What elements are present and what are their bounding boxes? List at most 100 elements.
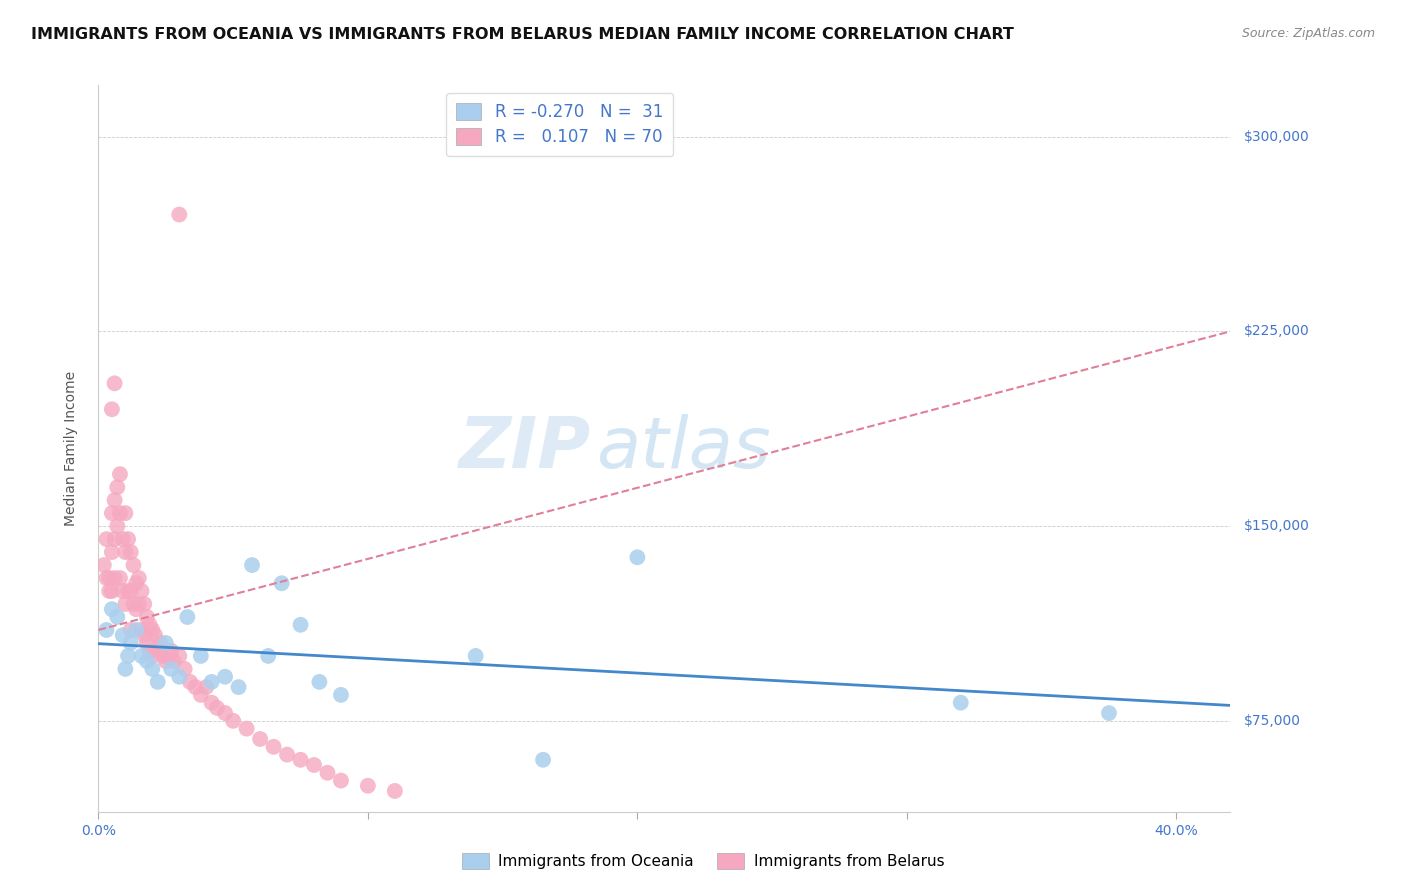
Point: [146, 644, 169, 658]
Point: [316, 765, 339, 780]
Point: [128, 597, 150, 611]
Point: [96, 571, 118, 585]
Point: [120, 636, 142, 650]
Point: [101, 545, 124, 559]
Text: IMMIGRANTS FROM OCEANIA VS IMMIGRANTS FROM BELARUS MEDIAN FAMILY INCOME CORRELAT: IMMIGRANTS FROM OCEANIA VS IMMIGRANTS FR…: [31, 27, 1014, 42]
Point: [263, 739, 285, 754]
Point: [122, 597, 145, 611]
Point: [149, 636, 172, 650]
Point: [105, 480, 128, 494]
Point: [104, 532, 127, 546]
Point: [160, 644, 183, 658]
Point: [141, 662, 163, 676]
Point: [240, 558, 263, 572]
Point: [136, 636, 159, 650]
Point: [108, 506, 131, 520]
Point: [146, 674, 169, 689]
Point: [101, 506, 124, 520]
Point: [104, 376, 127, 391]
Point: [222, 714, 245, 728]
Point: [270, 576, 292, 591]
Point: [136, 610, 159, 624]
Point: [176, 610, 198, 624]
Point: [384, 784, 406, 798]
Point: [117, 648, 139, 663]
Point: [214, 670, 236, 684]
Point: [290, 753, 312, 767]
Point: [105, 519, 128, 533]
Point: [131, 648, 153, 663]
Point: [195, 680, 218, 694]
Point: [98, 584, 121, 599]
Legend: Immigrants from Oceania, Immigrants from Belarus: Immigrants from Oceania, Immigrants from…: [456, 847, 950, 875]
Point: [93, 558, 115, 572]
Point: [114, 545, 136, 559]
Point: [163, 654, 186, 668]
Y-axis label: Median Family Income: Median Family Income: [63, 371, 77, 525]
Point: [949, 696, 972, 710]
Point: [155, 636, 177, 650]
Point: [184, 680, 207, 694]
Point: [201, 674, 224, 689]
Point: [117, 584, 139, 599]
Point: [104, 493, 127, 508]
Point: [104, 571, 127, 585]
Point: [1098, 706, 1121, 720]
Point: [214, 706, 236, 720]
Point: [531, 753, 554, 767]
Point: [160, 662, 183, 676]
Point: [143, 628, 166, 642]
Point: [276, 747, 298, 762]
Point: [122, 558, 145, 572]
Point: [111, 628, 134, 642]
Legend: R = -0.270   N =  31, R =   0.107   N = 70: R = -0.270 N = 31, R = 0.107 N = 70: [446, 93, 673, 156]
Point: [131, 584, 153, 599]
Point: [125, 602, 148, 616]
Point: [626, 550, 648, 565]
Point: [249, 731, 271, 746]
Text: $300,000: $300,000: [1244, 129, 1310, 144]
Point: [114, 597, 136, 611]
Point: [114, 662, 136, 676]
Point: [329, 773, 352, 788]
Point: [108, 467, 131, 482]
Text: ZIP: ZIP: [458, 414, 591, 483]
Point: [131, 623, 153, 637]
Point: [201, 696, 224, 710]
Text: Source: ZipAtlas.com: Source: ZipAtlas.com: [1241, 27, 1375, 40]
Point: [134, 597, 156, 611]
Point: [120, 623, 142, 637]
Point: [114, 506, 136, 520]
Point: [120, 584, 142, 599]
Point: [128, 571, 150, 585]
Point: [357, 779, 380, 793]
Point: [169, 208, 191, 222]
Point: [464, 648, 486, 663]
Point: [96, 532, 118, 546]
Point: [138, 617, 160, 632]
Point: [141, 648, 163, 663]
Point: [155, 654, 177, 668]
Text: $225,000: $225,000: [1244, 325, 1310, 338]
Point: [179, 674, 201, 689]
Point: [141, 623, 163, 637]
Point: [101, 402, 124, 417]
Point: [228, 680, 250, 694]
Point: [290, 617, 312, 632]
Point: [152, 648, 174, 663]
Text: $75,000: $75,000: [1244, 714, 1301, 728]
Point: [190, 688, 212, 702]
Point: [96, 623, 118, 637]
Point: [329, 688, 352, 702]
Point: [257, 648, 280, 663]
Point: [302, 758, 325, 772]
Point: [157, 648, 180, 663]
Point: [105, 610, 128, 624]
Point: [125, 576, 148, 591]
Point: [111, 532, 134, 546]
Point: [205, 701, 228, 715]
Point: [173, 662, 195, 676]
Point: [125, 623, 148, 637]
Point: [101, 584, 124, 599]
Point: [108, 571, 131, 585]
